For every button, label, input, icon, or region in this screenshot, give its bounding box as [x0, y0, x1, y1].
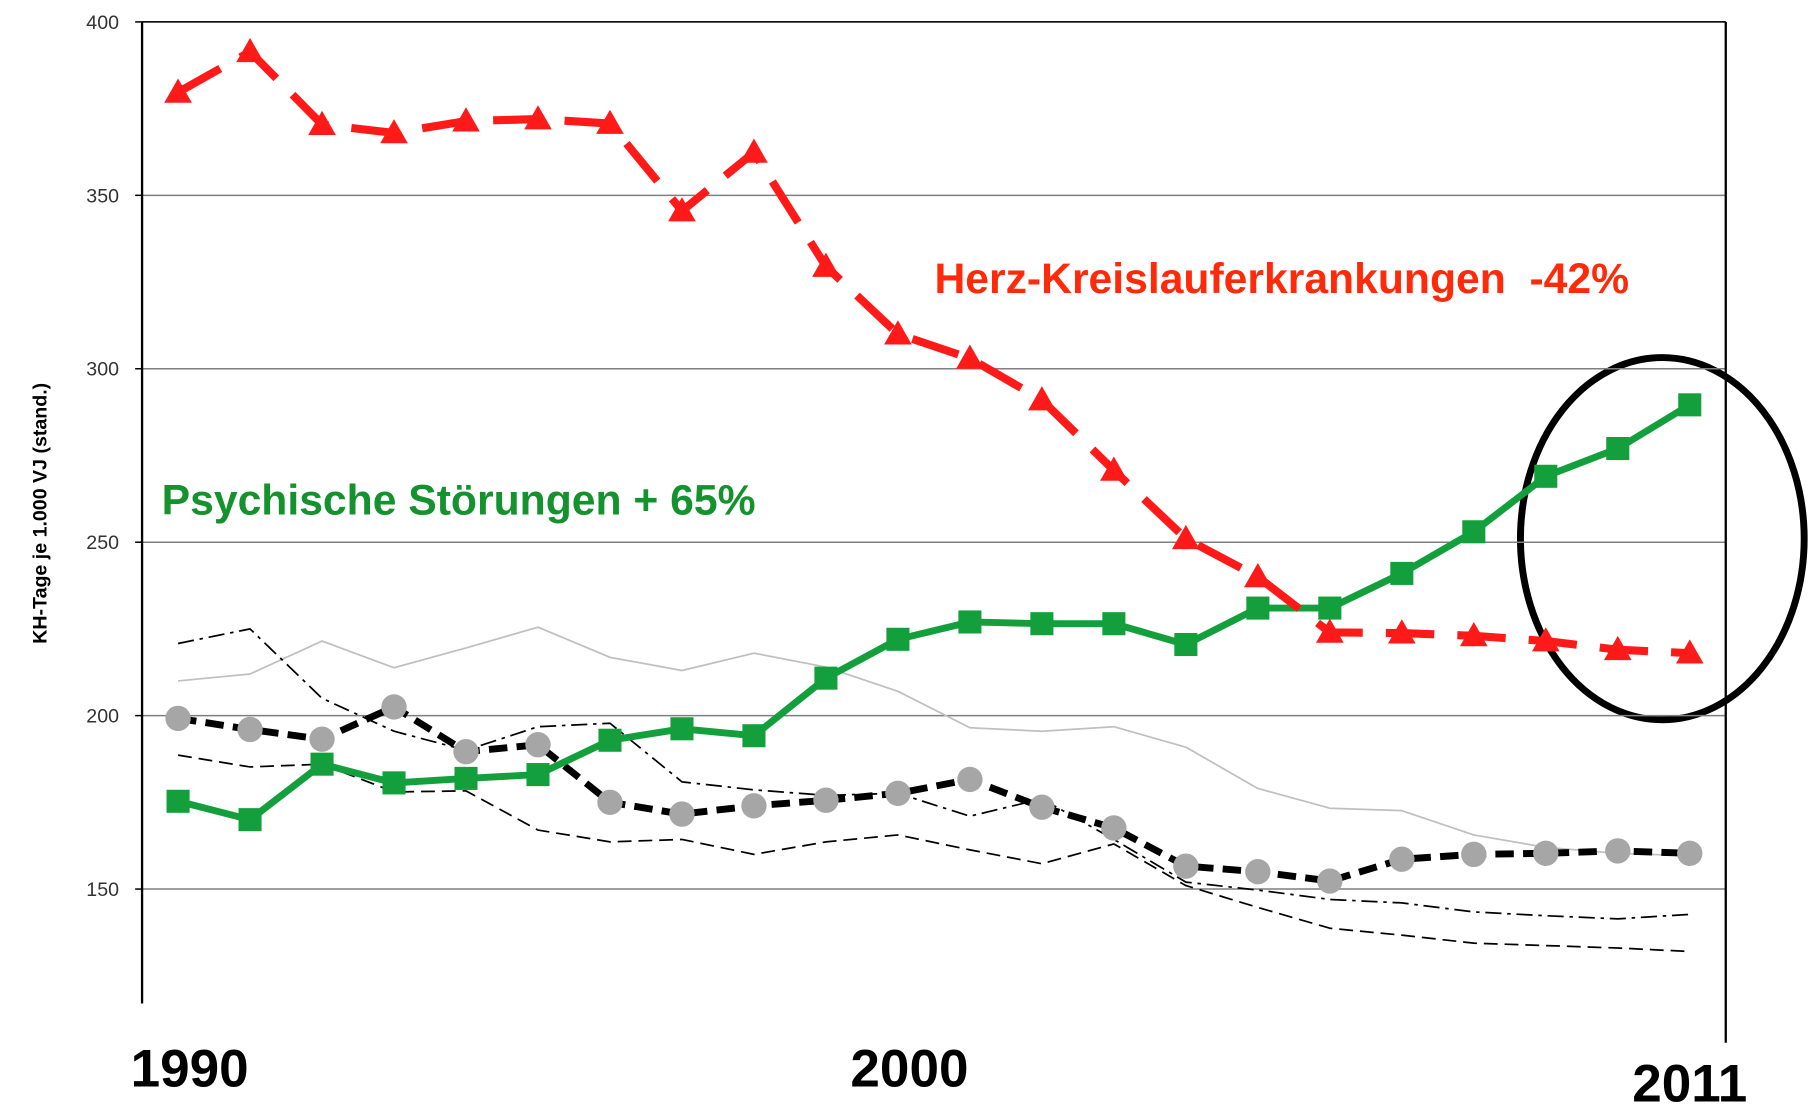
- y-tick-label: 350: [86, 185, 119, 207]
- marker: [597, 789, 623, 816]
- y-tick-label: 400: [86, 12, 119, 34]
- marker: [1605, 838, 1631, 864]
- marker: [1389, 846, 1415, 872]
- marker: [453, 738, 479, 765]
- marker: [1101, 815, 1127, 841]
- x-tick-label: 1990: [131, 1040, 249, 1099]
- marker: [669, 801, 695, 827]
- marker: [1030, 612, 1054, 636]
- marker: [526, 763, 550, 787]
- marker: [1244, 563, 1272, 588]
- marker: [1317, 868, 1343, 894]
- marker: [525, 732, 551, 758]
- marker: [236, 37, 264, 63]
- series-line: [177, 754, 1690, 953]
- marker: [310, 752, 334, 776]
- marker: [1246, 596, 1270, 620]
- marker: [1028, 386, 1056, 411]
- marker: [1100, 456, 1128, 481]
- marker: [452, 107, 480, 132]
- marker: [382, 771, 406, 795]
- marker: [598, 728, 622, 752]
- marker: [1461, 841, 1487, 868]
- series-line: [177, 626, 1690, 857]
- marker: [957, 766, 983, 793]
- annotation: Herz-Kreislauferkrankungen -42%: [934, 255, 1629, 303]
- x-tick-label: 2000: [850, 1040, 968, 1099]
- marker: [380, 119, 408, 144]
- marker: [1173, 853, 1199, 879]
- marker: [1245, 859, 1271, 885]
- marker: [1533, 840, 1559, 866]
- marker: [166, 789, 190, 813]
- marker: [1315, 618, 1344, 643]
- marker: [958, 610, 982, 634]
- marker: [1462, 520, 1486, 544]
- marker: [237, 716, 263, 743]
- marker: [885, 780, 911, 806]
- marker: [381, 694, 407, 720]
- marker: [1390, 561, 1414, 585]
- series-line: [176, 47, 1690, 658]
- marker: [742, 724, 766, 748]
- marker: [1318, 596, 1342, 620]
- marker: [308, 110, 336, 135]
- y-tick-label: 250: [86, 532, 119, 554]
- y-axis-label: KH-Tage je 1.000 VJ (stand.): [29, 383, 51, 644]
- annotation: Psychische Störungen + 65%: [162, 476, 756, 524]
- marker: [1603, 635, 1632, 661]
- marker: [884, 320, 912, 345]
- marker: [740, 138, 768, 163]
- marker: [670, 717, 694, 741]
- marker: [238, 808, 262, 832]
- y-tick-label: 300: [86, 359, 119, 381]
- y-tick-label: 200: [86, 706, 119, 728]
- y-tick-label: 150: [86, 879, 119, 901]
- marker: [886, 627, 910, 651]
- marker: [164, 78, 192, 103]
- series-line: [177, 401, 1692, 824]
- marker: [812, 252, 840, 277]
- marker: [454, 766, 478, 790]
- marker: [1606, 437, 1630, 461]
- highlight-ellipse: [1516, 354, 1808, 724]
- marker: [1675, 639, 1704, 664]
- marker: [524, 105, 552, 130]
- marker: [814, 666, 838, 690]
- marker: [1531, 627, 1560, 652]
- marker: [165, 705, 191, 732]
- marker: [309, 726, 335, 752]
- series-line: [177, 703, 1690, 885]
- marker: [1102, 612, 1126, 636]
- marker: [1174, 632, 1198, 657]
- marker: [1534, 464, 1558, 488]
- marker: [596, 109, 624, 134]
- marker: [1678, 393, 1702, 417]
- marker: [741, 793, 767, 819]
- marker: [956, 344, 984, 369]
- marker: [1387, 619, 1416, 644]
- marker: [1677, 840, 1703, 866]
- marker: [1459, 621, 1488, 647]
- marker: [813, 787, 839, 813]
- marker: [1029, 794, 1055, 820]
- series-line: [177, 628, 1690, 920]
- marker: [668, 197, 696, 222]
- x-tick-label: 2011: [1632, 1055, 1747, 1105]
- marker: [1172, 524, 1200, 550]
